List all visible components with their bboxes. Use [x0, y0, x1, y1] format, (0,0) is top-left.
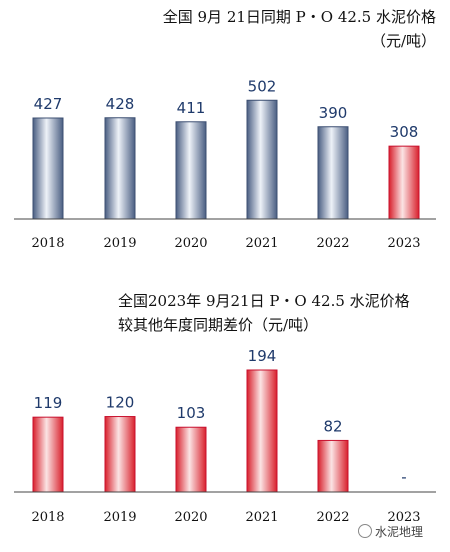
chart2-tick-label-2021: 2021 — [245, 510, 278, 525]
chart2-bar-2020 — [175, 426, 207, 493]
chart1-value-label-2020: 411 — [177, 99, 206, 117]
chart1-bar-2022 — [317, 126, 349, 220]
chart2-tick-label-2022: 2022 — [316, 510, 349, 525]
chart2-title: 全国2023年 9月21日 P・O 42.5 水泥价格 — [118, 292, 410, 310]
chart1-title: 全国 9月 21日同期 P・O 42.5 水泥价格 — [162, 8, 436, 26]
chart2-subtitle: 较其他年度同期差价（元/吨） — [118, 316, 319, 334]
watermark-text: 水泥地理 — [375, 525, 424, 539]
chart1-subtitle: （元/吨） — [370, 32, 436, 50]
chart2-bar-2022 — [317, 439, 349, 493]
chart1-bar-2021 — [246, 99, 278, 220]
chart1-value-label-2021: 502 — [248, 77, 277, 95]
chart1-bar-2020 — [175, 121, 207, 220]
chart1-tick-label-2018: 2018 — [31, 236, 64, 251]
chart1-bar-2019 — [104, 117, 136, 220]
chart1-tick-label-2021: 2021 — [245, 236, 278, 251]
chart2-value-label-2023: - — [401, 468, 406, 486]
chart2-tick-label-2020: 2020 — [174, 510, 207, 525]
chart2-value-label-2022: 82 — [323, 417, 342, 435]
chart2-tick-label-2018: 2018 — [31, 510, 64, 525]
chart2-value-label-2021: 194 — [248, 347, 277, 365]
chart1-bar-2018 — [32, 117, 64, 220]
chart1-tick-label-2019: 2019 — [103, 236, 136, 251]
chart2-value-label-2018: 119 — [34, 394, 63, 412]
wechat-icon — [358, 524, 372, 538]
chart2-tick-label-2019: 2019 — [103, 510, 136, 525]
chart2-bar-2021 — [246, 369, 278, 493]
chart2-bar-2018 — [32, 416, 64, 493]
chart2-value-label-2020: 103 — [177, 404, 206, 422]
chart1-value-label-2018: 427 — [34, 95, 63, 113]
watermark: 水泥地理 — [358, 523, 423, 540]
chart1-tick-label-2022: 2022 — [316, 236, 349, 251]
chart1-tick-label-2023: 2023 — [387, 236, 420, 251]
chart1-value-label-2019: 428 — [106, 95, 135, 113]
chart2-value-label-2019: 120 — [106, 394, 135, 412]
chart2-tick-label-2023: 2023 — [387, 510, 420, 525]
chart1-bar-2023 — [388, 145, 420, 220]
chart2-bar-2019 — [104, 416, 136, 493]
chart1-value-label-2023: 308 — [390, 123, 419, 141]
chart1-value-label-2022: 390 — [319, 104, 348, 122]
chart1-tick-label-2020: 2020 — [174, 236, 207, 251]
